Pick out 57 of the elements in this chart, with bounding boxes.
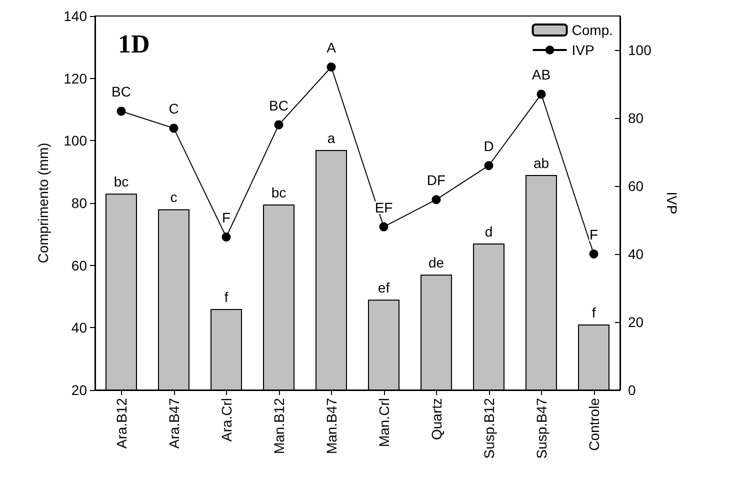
point [326,62,336,72]
data-label: de [428,254,444,271]
legend-label: IVP [572,42,594,58]
point [274,120,284,130]
data-label: bc [271,184,286,201]
x-tick-label: Ara.B47 [166,398,182,449]
text: 1D [118,30,150,58]
data-label: f [592,304,596,321]
data-label: c [170,189,178,206]
point [589,250,598,258]
y-tick-label: 60 [71,257,88,274]
data-label: f [224,288,228,305]
x-tick-label: Man.Crl [376,398,392,448]
data-label: D [484,138,494,154]
point [116,106,126,116]
y2-tick-label: 100 [628,42,652,58]
data-label: A [326,40,337,56]
data-label: a [327,130,336,146]
y2-tick-label: 0 [628,382,636,398]
y2-tick-label: 60 [628,178,644,194]
x-tick-label: Controle [586,398,602,451]
data-label: C [168,100,179,117]
x-tick-label: Man.B47 [323,398,340,454]
y2-axis-title: IVP [664,192,680,214]
point [222,232,231,242]
point [169,124,178,133]
x-tick-label: Man.B12 [270,398,287,454]
y-tick-label: 120 [64,70,88,86]
data-label: ef [378,280,390,296]
x-tick-label: Ara.Crl [218,398,234,442]
y-tick-label: 140 [64,8,88,24]
legend-label: Comp. [572,22,613,38]
x-tick-label: Susp.B47 [533,398,550,459]
point [432,195,441,204]
y-tick-label: 40 [71,320,88,336]
data-label: DF [426,172,446,188]
data-label: bc [114,174,129,190]
x-tick-label: Ara.B12 [113,398,130,449]
data-label: ab [533,154,550,171]
y2-tick-label: 40 [628,246,644,262]
x-tick-label: Susp.B12 [480,398,497,459]
point [379,222,388,232]
y-tick-label: 20 [71,382,88,398]
data-label: BC [269,97,288,114]
y2-tick-label: 20 [628,314,644,330]
data-label: d [484,224,493,240]
point [484,161,494,170]
y-axis-title: Comprimento (mm) [35,142,51,264]
x-tick-label: Quartz [428,398,444,440]
data-label: F [222,210,231,226]
y2-tick-label: 80 [628,110,644,126]
data-label: F [589,226,598,242]
data-label: AB [532,66,551,83]
data-label: BC [112,84,131,100]
point [536,90,546,99]
y-tick-label: 100 [64,132,88,149]
y-tick-label: 80 [71,195,88,211]
